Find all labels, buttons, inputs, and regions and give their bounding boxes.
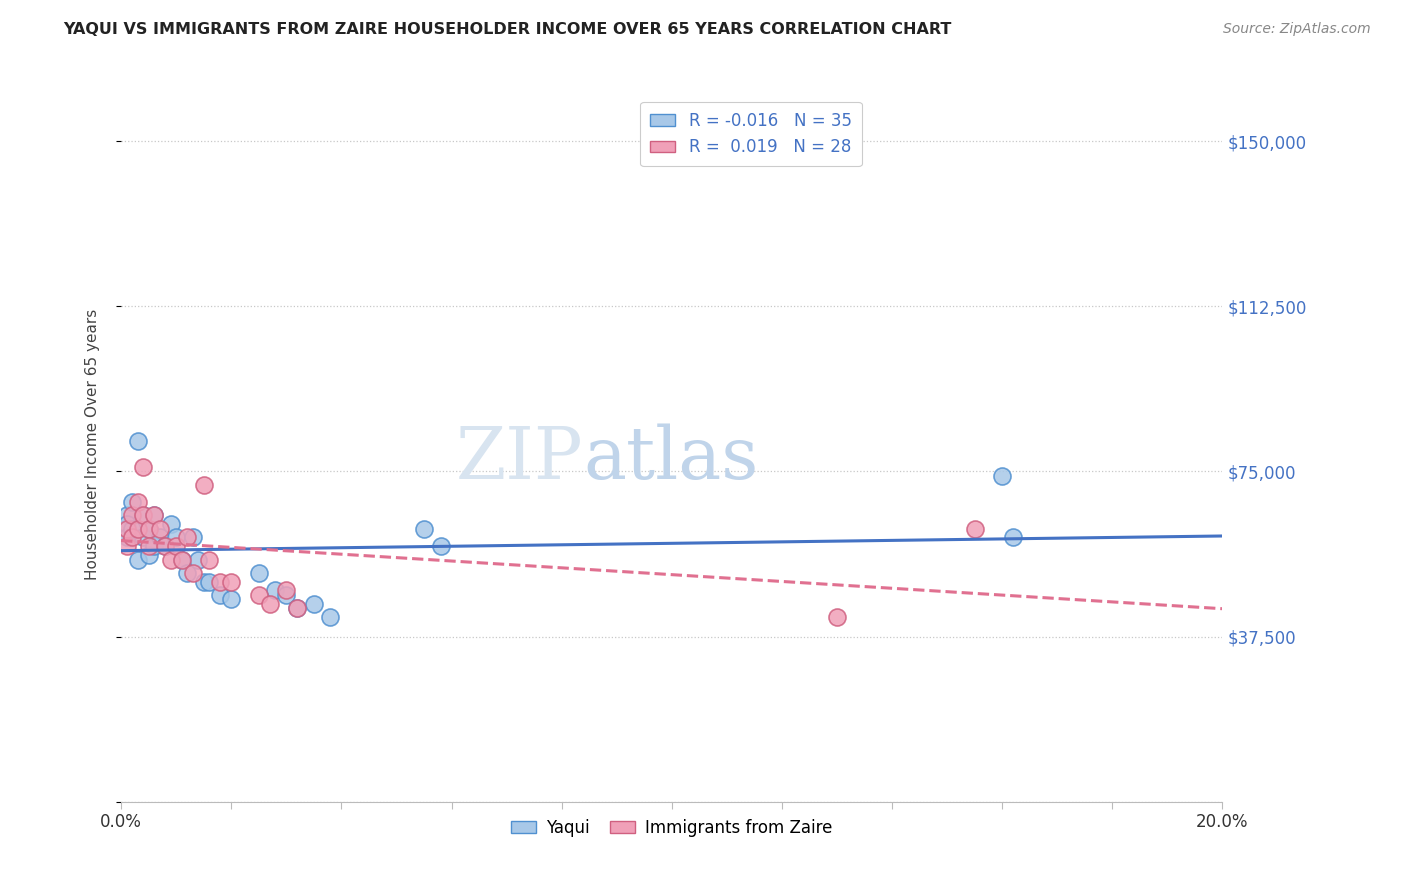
Point — [132, 508, 155, 523]
Point — [963, 522, 986, 536]
Point — [121, 531, 143, 545]
Point — [198, 574, 221, 589]
Point — [209, 574, 232, 589]
Point — [264, 583, 287, 598]
Point — [115, 522, 138, 536]
Point — [825, 609, 848, 624]
Point — [115, 539, 138, 553]
Point — [143, 508, 166, 523]
Point — [429, 539, 451, 553]
Point — [127, 552, 149, 566]
Point — [165, 531, 187, 545]
Point — [176, 531, 198, 545]
Point — [285, 601, 308, 615]
Point — [170, 552, 193, 566]
Point — [153, 539, 176, 553]
Point — [132, 460, 155, 475]
Point — [302, 597, 325, 611]
Point — [127, 522, 149, 536]
Point — [138, 539, 160, 553]
Y-axis label: Householder Income Over 65 years: Householder Income Over 65 years — [86, 309, 100, 580]
Text: ZIP: ZIP — [456, 423, 583, 493]
Point — [132, 531, 155, 545]
Point — [276, 583, 298, 598]
Point — [219, 574, 242, 589]
Point — [193, 477, 215, 491]
Point — [276, 588, 298, 602]
Text: atlas: atlas — [583, 423, 759, 493]
Point — [149, 531, 172, 545]
Point — [1002, 531, 1025, 545]
Text: Source: ZipAtlas.com: Source: ZipAtlas.com — [1223, 22, 1371, 37]
Point — [115, 517, 138, 532]
Point — [170, 552, 193, 566]
Point — [149, 522, 172, 536]
Point — [285, 601, 308, 615]
Point — [153, 539, 176, 553]
Point — [165, 539, 187, 553]
Point — [127, 434, 149, 448]
Point — [159, 517, 181, 532]
Point — [219, 592, 242, 607]
Point — [115, 531, 138, 545]
Point — [138, 522, 160, 536]
Point — [198, 552, 221, 566]
Point — [187, 552, 209, 566]
Point — [247, 588, 270, 602]
Point — [259, 597, 281, 611]
Point — [247, 566, 270, 580]
Point — [319, 609, 342, 624]
Point — [121, 495, 143, 509]
Point — [991, 468, 1014, 483]
Point — [181, 531, 204, 545]
Point — [413, 522, 436, 536]
Text: YAQUI VS IMMIGRANTS FROM ZAIRE HOUSEHOLDER INCOME OVER 65 YEARS CORRELATION CHAR: YAQUI VS IMMIGRANTS FROM ZAIRE HOUSEHOLD… — [63, 22, 952, 37]
Point — [121, 522, 143, 536]
Point — [181, 566, 204, 580]
Point — [193, 574, 215, 589]
Point — [143, 508, 166, 523]
Point — [209, 588, 232, 602]
Point — [159, 552, 181, 566]
Point — [121, 508, 143, 523]
Point — [138, 522, 160, 536]
Point — [127, 495, 149, 509]
Point — [132, 508, 155, 523]
Point — [138, 548, 160, 562]
Legend: Yaqui, Immigrants from Zaire: Yaqui, Immigrants from Zaire — [505, 812, 839, 843]
Point — [115, 508, 138, 523]
Point — [176, 566, 198, 580]
Point — [143, 539, 166, 553]
